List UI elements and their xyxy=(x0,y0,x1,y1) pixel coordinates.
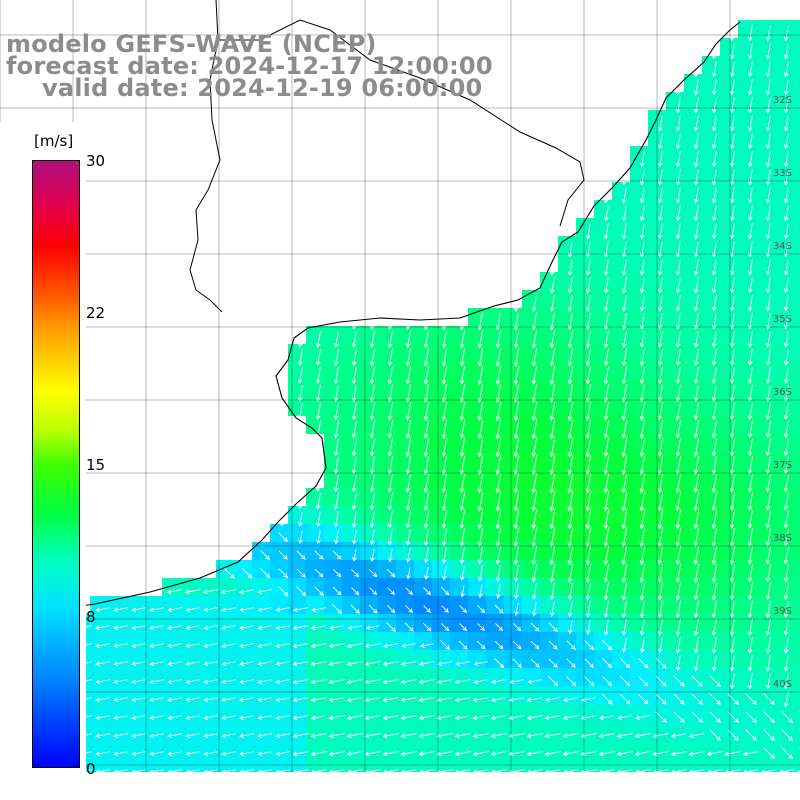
colorbar-unit: [m/s] xyxy=(34,132,74,150)
colorbar xyxy=(32,160,80,768)
colorbar-tick-0: 0 xyxy=(86,760,96,778)
latitude-label: 38S xyxy=(772,533,792,544)
colorbar-tick-30: 30 xyxy=(86,152,106,170)
country-border xyxy=(189,0,585,313)
latitude-label: 32S xyxy=(772,95,792,106)
forecast-date: forecast date: 2024-12-17 12:00:00 xyxy=(6,52,493,80)
colorbar-tick-15: 15 xyxy=(86,456,106,474)
latitude-label: 37S xyxy=(772,460,792,471)
latitude-label: 36S xyxy=(772,387,792,398)
latitude-label: 35S xyxy=(772,314,792,325)
model-title: modelo GEFS-WAVE (NCEP) xyxy=(6,30,377,58)
colorbar-tick-22: 22 xyxy=(86,304,106,322)
coastline xyxy=(0,21,741,619)
valid-date: valid date: 2024-12-19 06:00:00 xyxy=(42,74,483,102)
colorbar-tick-8: 8 xyxy=(86,608,96,626)
latitude-label: 34S xyxy=(772,241,792,252)
latitude-label: 40S xyxy=(772,679,792,690)
latitude-label: 33S xyxy=(772,168,792,179)
latitude-label: 39S xyxy=(772,606,792,617)
